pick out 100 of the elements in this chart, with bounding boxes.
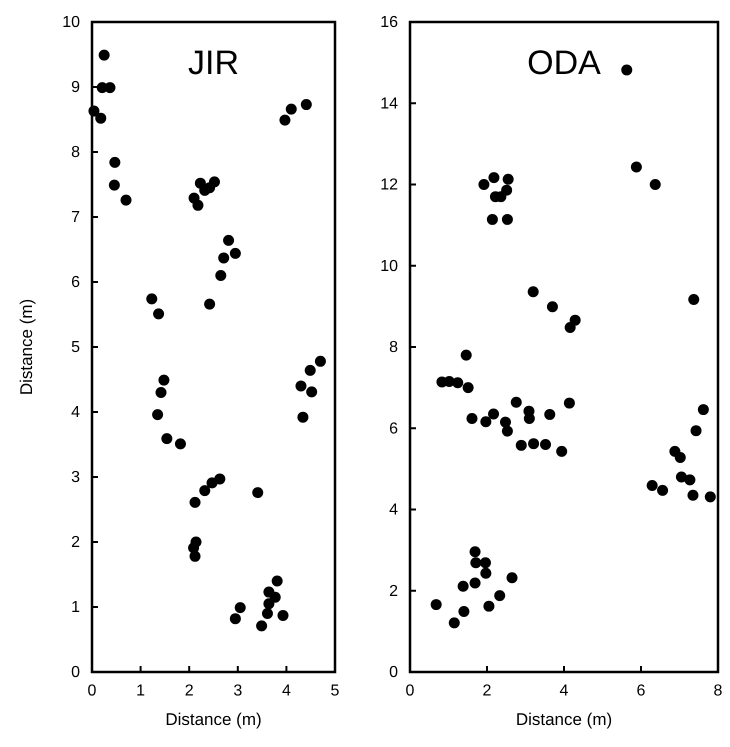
point <box>304 364 316 376</box>
y-tick-label: 12 <box>380 176 398 194</box>
point <box>478 179 490 190</box>
point <box>230 248 241 259</box>
point <box>650 179 661 190</box>
point <box>295 380 306 392</box>
point <box>486 214 498 225</box>
x-tick-label: 0 <box>406 682 415 700</box>
point <box>161 433 172 444</box>
point <box>314 356 326 367</box>
point <box>704 491 716 502</box>
point <box>460 350 472 361</box>
point <box>528 438 540 450</box>
text: JIR <box>188 44 239 82</box>
point <box>286 104 297 115</box>
point <box>146 293 158 304</box>
point <box>300 99 312 110</box>
point <box>657 484 668 496</box>
point <box>174 438 186 450</box>
x-tick-label: 4 <box>560 682 569 700</box>
x-tick-label: 4 <box>282 682 291 700</box>
point <box>256 620 268 632</box>
point <box>480 557 491 568</box>
point <box>270 592 281 603</box>
y-tick-label: 10 <box>62 14 80 32</box>
point <box>630 162 642 173</box>
y-tick-label: 5 <box>71 339 80 356</box>
y-tick-label: 3 <box>71 469 80 486</box>
point <box>510 396 522 408</box>
y-tick-label: 2 <box>71 534 80 552</box>
point <box>88 106 100 117</box>
point <box>502 426 513 437</box>
point <box>502 174 514 185</box>
y-tick-label: 14 <box>380 95 398 112</box>
point <box>621 64 632 76</box>
y-tick-label: 16 <box>380 14 398 32</box>
point <box>556 446 568 457</box>
point <box>252 487 264 498</box>
point <box>687 490 698 501</box>
y-tick-label: 10 <box>380 258 398 275</box>
point <box>263 598 274 610</box>
point <box>506 572 518 584</box>
y-tick-label: 8 <box>389 339 398 356</box>
point <box>214 473 226 484</box>
x-tick-label: 3 <box>233 682 242 700</box>
y-tick-label: 8 <box>71 144 80 162</box>
point <box>646 480 658 492</box>
x-tick-label: 8 <box>714 682 723 700</box>
point <box>500 416 511 428</box>
point <box>152 409 164 420</box>
point <box>272 576 283 586</box>
point <box>190 550 201 562</box>
y-tick-label: 4 <box>71 404 80 422</box>
point <box>502 214 513 225</box>
x-axis-title: Distance (m) <box>165 710 262 729</box>
point <box>158 374 170 386</box>
point <box>466 413 478 424</box>
point <box>564 398 575 409</box>
point <box>95 112 106 124</box>
point <box>528 286 539 298</box>
y-tick-label: 0 <box>389 664 398 682</box>
point <box>190 496 201 508</box>
y-tick-label: 4 <box>389 502 398 519</box>
y-tick-label: 2 <box>389 582 398 600</box>
x-tick-label: 2 <box>482 682 492 700</box>
point <box>684 474 696 486</box>
point <box>688 294 700 305</box>
point <box>698 404 709 416</box>
x-axis-title: Distance (m) <box>516 710 612 729</box>
point <box>540 439 552 450</box>
point <box>192 200 204 211</box>
y-tick-label: 0 <box>71 664 80 682</box>
x-tick-label: 5 <box>330 682 340 700</box>
point <box>199 485 210 496</box>
point <box>156 387 167 398</box>
point <box>153 308 164 320</box>
point <box>262 608 273 619</box>
point <box>570 314 581 326</box>
point <box>470 546 481 558</box>
point <box>430 599 442 610</box>
point <box>470 578 481 589</box>
point <box>564 322 576 333</box>
point <box>690 425 702 436</box>
point <box>544 408 556 420</box>
point <box>488 408 500 420</box>
point <box>108 180 120 191</box>
point <box>470 557 482 568</box>
y-tick-label: 6 <box>71 274 80 292</box>
point <box>483 600 494 612</box>
text: ODA <box>527 44 602 82</box>
point <box>480 416 492 428</box>
point <box>208 176 220 188</box>
point <box>516 440 527 451</box>
point <box>109 156 120 168</box>
y-tick-label: 9 <box>71 79 80 96</box>
point <box>297 412 308 423</box>
y-axis-title: Distance (m) <box>17 298 36 396</box>
point <box>480 568 492 579</box>
point <box>494 590 506 602</box>
point <box>234 602 246 614</box>
